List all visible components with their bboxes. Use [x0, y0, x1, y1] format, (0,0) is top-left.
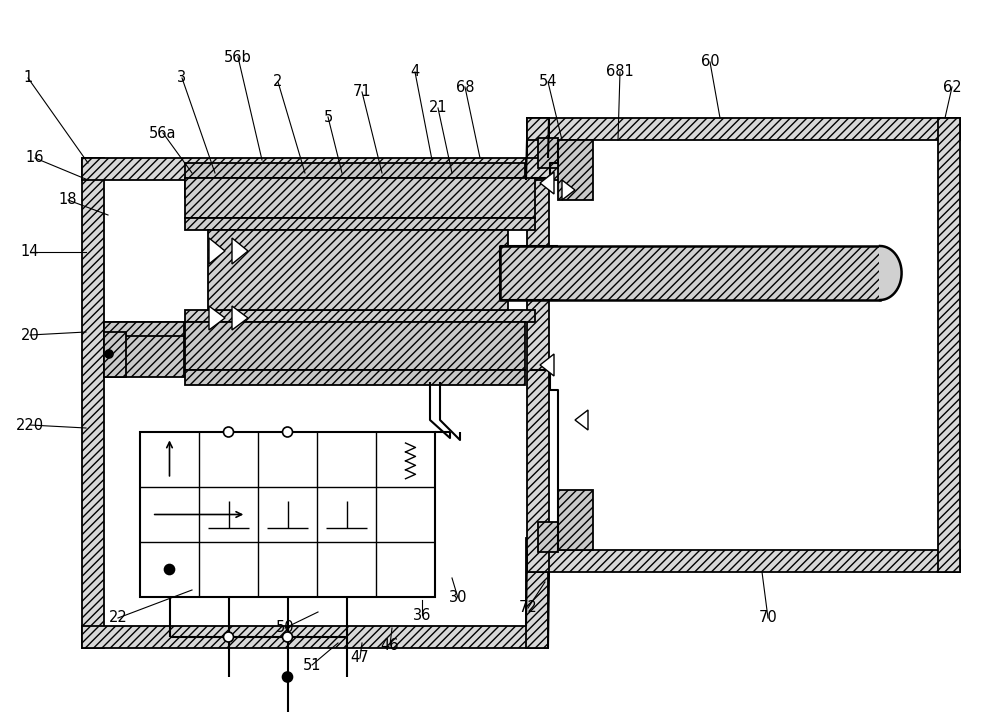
Circle shape — [224, 427, 234, 437]
Bar — [500, 246, 880, 300]
Text: 1: 1 — [23, 71, 33, 85]
Polygon shape — [575, 410, 588, 430]
Circle shape — [224, 632, 234, 642]
Text: 70: 70 — [758, 611, 777, 625]
Text: 16: 16 — [26, 151, 44, 165]
Bar — [185, 178, 525, 198]
Polygon shape — [540, 172, 554, 194]
Polygon shape — [209, 306, 225, 330]
Text: 56a: 56a — [149, 125, 177, 141]
Bar — [185, 218, 535, 230]
Circle shape — [283, 632, 293, 642]
Bar — [185, 178, 535, 218]
Polygon shape — [232, 238, 248, 264]
Bar — [185, 163, 525, 178]
Text: 18: 18 — [59, 192, 77, 207]
Text: 2: 2 — [274, 74, 283, 90]
Bar — [185, 322, 525, 370]
Bar — [527, 118, 549, 572]
Bar — [538, 138, 558, 168]
Text: 50: 50 — [276, 620, 295, 636]
Bar — [527, 118, 549, 140]
Text: 36: 36 — [413, 607, 432, 622]
Text: 47: 47 — [351, 651, 370, 665]
Bar — [526, 538, 548, 648]
Bar — [185, 370, 525, 385]
Text: 71: 71 — [353, 84, 372, 100]
Bar — [82, 626, 548, 648]
Text: 62: 62 — [943, 79, 961, 95]
Bar — [185, 310, 535, 322]
Bar — [104, 332, 126, 377]
Bar — [527, 550, 960, 572]
Text: 681: 681 — [606, 65, 634, 79]
Text: 56b: 56b — [224, 50, 252, 65]
Bar — [558, 490, 593, 550]
Text: 14: 14 — [21, 245, 39, 259]
Bar — [208, 230, 508, 310]
Polygon shape — [209, 238, 225, 264]
Text: 21: 21 — [429, 100, 448, 116]
Text: 46: 46 — [381, 638, 400, 652]
Text: 72: 72 — [518, 601, 537, 615]
Bar — [526, 158, 570, 180]
Bar — [82, 158, 104, 648]
Bar — [938, 118, 960, 572]
Circle shape — [283, 672, 293, 682]
Text: 220: 220 — [16, 417, 44, 432]
Text: 5: 5 — [324, 109, 333, 124]
Text: 60: 60 — [700, 55, 719, 69]
Text: 68: 68 — [456, 79, 475, 95]
Bar — [104, 322, 184, 377]
Bar — [538, 522, 558, 552]
Text: 3: 3 — [178, 71, 187, 85]
Bar — [558, 140, 593, 200]
Bar — [527, 118, 960, 140]
Bar — [82, 158, 548, 180]
Text: 20: 20 — [21, 328, 39, 342]
Text: 30: 30 — [449, 590, 468, 606]
Polygon shape — [540, 354, 554, 376]
Polygon shape — [562, 180, 575, 200]
Circle shape — [105, 350, 113, 358]
Bar — [140, 432, 435, 597]
Text: 4: 4 — [411, 65, 420, 79]
Text: 51: 51 — [303, 657, 322, 673]
Text: 22: 22 — [109, 611, 128, 625]
Circle shape — [283, 427, 293, 437]
Bar — [104, 322, 184, 336]
Text: 54: 54 — [538, 74, 557, 90]
Polygon shape — [232, 306, 248, 330]
Circle shape — [165, 564, 175, 574]
